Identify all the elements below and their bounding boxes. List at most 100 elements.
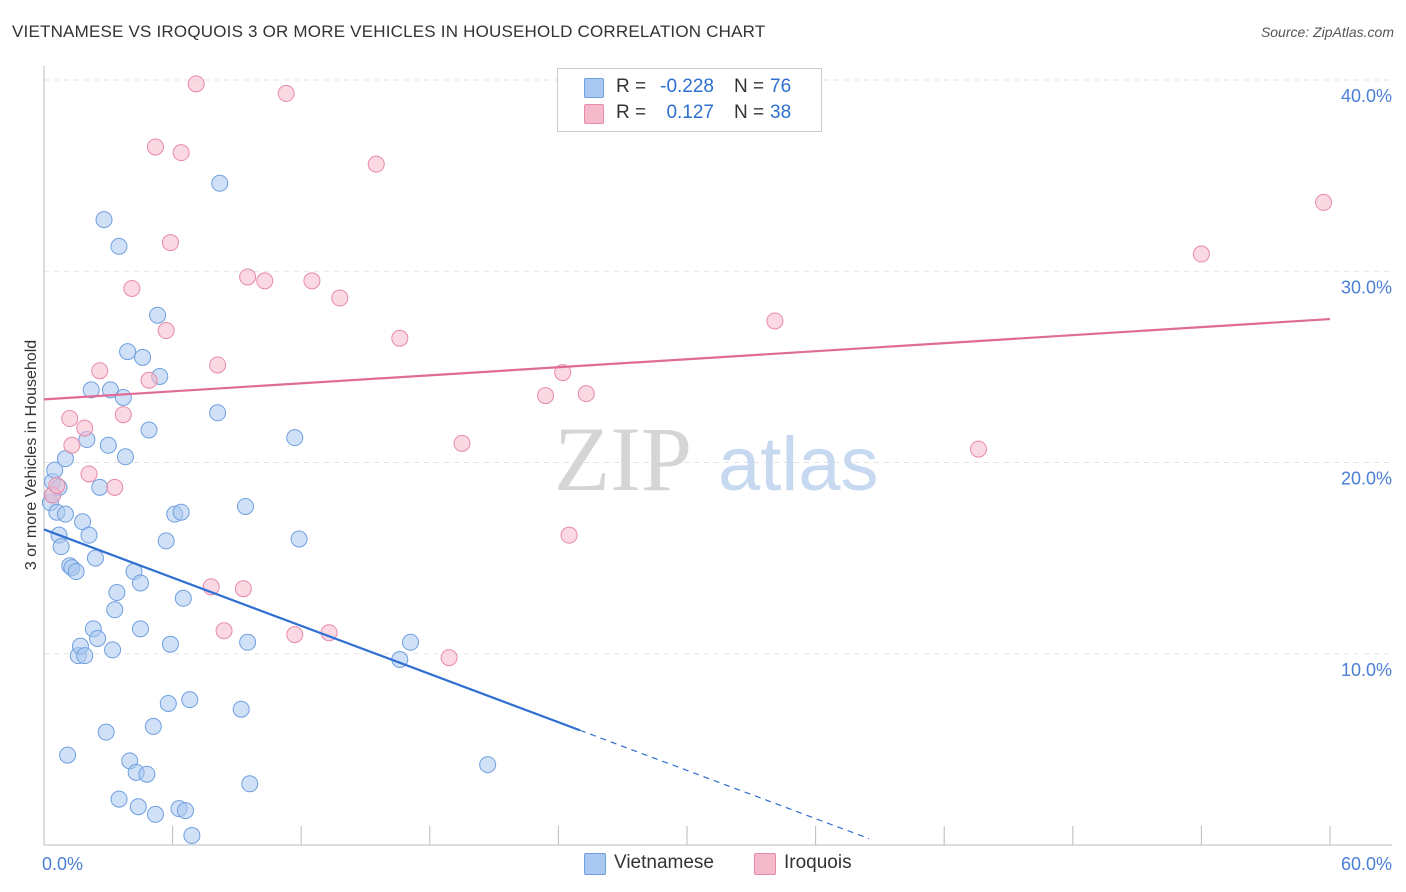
point-iroquois	[440, 649, 458, 667]
point-vietnamese	[146, 805, 164, 823]
legend-n-value-iroquois: 38	[770, 102, 792, 123]
point-iroquois	[391, 329, 409, 347]
point-iroquois	[114, 406, 132, 424]
x-tick-labels: 0.0% 60.0%	[42, 854, 1392, 874]
point-vietnamese	[174, 589, 192, 607]
point-iroquois	[80, 465, 98, 483]
point-iroquois	[146, 138, 164, 156]
point-iroquois	[1192, 245, 1210, 263]
point-iroquois	[48, 476, 66, 494]
point-iroquois	[215, 622, 233, 640]
x-tick-label: 60.0%	[1341, 854, 1392, 874]
point-vietnamese	[138, 765, 156, 783]
point-vietnamese	[91, 478, 109, 496]
point-iroquois	[106, 478, 124, 496]
y-tick-labels: 10.0% 20.0% 30.0% 40.0%	[1341, 86, 1392, 680]
point-iroquois	[76, 419, 94, 437]
legend-r-label: R =	[616, 102, 647, 123]
y-tick-label: 10.0%	[1341, 660, 1392, 680]
point-vietnamese	[106, 601, 124, 619]
y-tick-label: 20.0%	[1341, 469, 1392, 489]
legend-swatch-vietnamese	[584, 78, 604, 98]
point-vietnamese	[99, 436, 117, 454]
point-iroquois	[286, 626, 304, 644]
point-vietnamese	[286, 429, 304, 447]
point-iroquois	[256, 272, 274, 290]
trend-line-iroquois	[43, 317, 1331, 401]
legend-r-label: R =	[616, 76, 647, 97]
point-iroquois	[61, 410, 79, 428]
point-vietnamese	[59, 746, 77, 764]
point-vietnamese	[211, 174, 229, 192]
point-vietnamese	[181, 691, 199, 709]
point-vietnamese	[232, 700, 250, 718]
point-iroquois	[331, 289, 349, 307]
point-iroquois	[537, 387, 555, 405]
trend-line-vietnamese	[43, 528, 581, 732]
point-vietnamese	[104, 641, 122, 659]
point-iroquois	[367, 155, 385, 173]
legend-n-label: N =	[734, 76, 765, 97]
point-vietnamese	[82, 381, 100, 399]
point-vietnamese	[116, 448, 134, 466]
point-vietnamese	[56, 505, 74, 523]
point-vietnamese	[97, 723, 115, 741]
point-vietnamese	[209, 404, 227, 422]
gridlines	[44, 79, 1392, 655]
point-iroquois	[157, 322, 175, 340]
point-vietnamese	[172, 503, 190, 521]
trend-lines	[43, 317, 1331, 840]
point-vietnamese	[76, 647, 94, 665]
point-vietnamese	[110, 237, 128, 255]
point-vietnamese	[183, 826, 201, 844]
legend-r-value-iroquois: 0.127	[666, 102, 714, 123]
point-vietnamese	[157, 532, 175, 550]
watermark-atlas: atlas	[718, 422, 879, 507]
point-iroquois	[123, 279, 141, 297]
point-vietnamese	[114, 388, 132, 406]
point-vietnamese	[140, 421, 158, 439]
legend-label-vietnamese: Vietnamese	[614, 852, 714, 873]
point-vietnamese	[110, 790, 128, 808]
point-vietnamese	[479, 756, 497, 774]
point-vietnamese	[131, 620, 149, 638]
point-iroquois	[969, 440, 987, 458]
point-vietnamese	[86, 549, 104, 567]
point-iroquois	[239, 268, 257, 286]
point-vietnamese	[236, 497, 254, 515]
point-iroquois	[187, 75, 205, 93]
point-iroquois	[1315, 193, 1333, 211]
point-vietnamese	[89, 629, 107, 647]
point-iroquois	[140, 371, 158, 389]
y-tick-label: 40.0%	[1341, 86, 1392, 106]
point-vietnamese	[95, 211, 113, 229]
point-iroquois	[277, 84, 295, 102]
legend-swatch-iroquois	[584, 104, 604, 124]
point-vietnamese	[134, 348, 152, 366]
point-vietnamese	[119, 343, 137, 361]
point-iroquois	[560, 526, 578, 544]
legend-label-iroquois: Iroquois	[784, 852, 852, 873]
point-iroquois	[554, 364, 572, 382]
point-vietnamese	[144, 717, 162, 735]
point-iroquois	[766, 312, 784, 330]
point-vietnamese	[149, 306, 167, 324]
watermark-zip: ZIP	[554, 408, 692, 510]
x-tick-label: 0.0%	[42, 854, 83, 874]
legend-swatch-vietnamese	[584, 853, 606, 875]
point-vietnamese	[159, 694, 177, 712]
y-tick-label: 30.0%	[1341, 277, 1392, 297]
point-vietnamese	[129, 798, 147, 816]
point-vietnamese	[290, 530, 308, 548]
point-iroquois	[91, 362, 109, 380]
point-vietnamese	[101, 381, 119, 399]
point-iroquois	[303, 272, 321, 290]
point-vietnamese	[131, 574, 149, 592]
point-vietnamese	[241, 775, 259, 793]
chart-title: VIETNAMESE VS IROQUOIS 3 OR MORE VEHICLE…	[12, 22, 766, 41]
stats-legend: R = -0.228 N = 76 R = 0.127 N = 38	[557, 68, 822, 132]
y-axis-label: 3 or more Vehicles in Household	[23, 340, 40, 570]
point-vietnamese	[176, 802, 194, 820]
legend-r-value-vietnamese: -0.228	[660, 76, 714, 97]
